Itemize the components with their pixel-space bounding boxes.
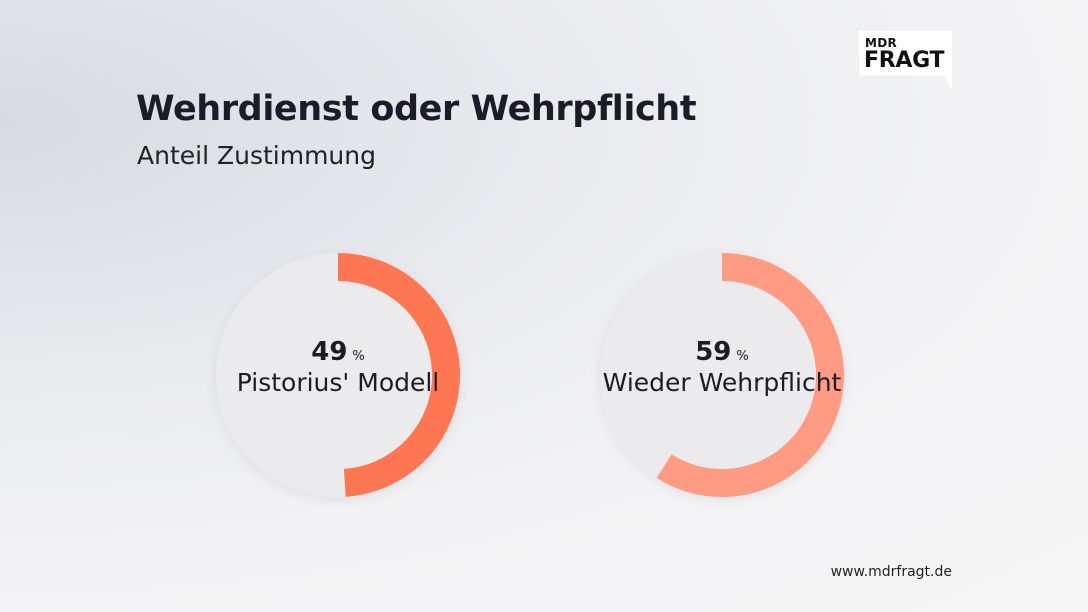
value-number: 59	[695, 337, 732, 367]
logo-brand-text: MDR	[865, 36, 898, 50]
data-label-value: 59%	[603, 338, 842, 367]
value-number: 49	[311, 337, 348, 367]
donut-label-pistorius-modell: 49% Pistorius' Modell	[237, 338, 440, 398]
chart-subtitle: Anteil Zustimmung	[137, 141, 376, 170]
data-label-value: 49%	[237, 338, 440, 367]
value-unit: %	[736, 349, 749, 364]
donut-track-pistorius-modell	[216, 253, 460, 497]
series-name: Wieder Wehrpflicht	[602, 367, 842, 397]
footer-url: www.mdrfragt.de	[830, 564, 952, 580]
series-name: Pistorius' Modell	[236, 367, 440, 397]
chart-title: Wehrdienst oder Wehrpflicht	[136, 89, 697, 129]
donut-label-wieder-wehrpflicht: 59% Wieder Wehrpflicht	[603, 338, 842, 398]
donut-slice-wieder-wehrpflicht	[656, 253, 844, 497]
value-unit: %	[352, 349, 365, 364]
donut-track-wieder-wehrpflicht	[600, 253, 844, 497]
logo-main-text: FRAGT	[864, 48, 945, 73]
donut-slice-pistorius-modell	[338, 253, 460, 497]
